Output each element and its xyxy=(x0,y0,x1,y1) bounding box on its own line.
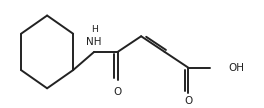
Text: NH: NH xyxy=(86,37,102,47)
Text: O: O xyxy=(184,96,192,106)
Text: O: O xyxy=(114,87,122,97)
Text: OH: OH xyxy=(229,63,245,73)
Text: H: H xyxy=(91,25,98,34)
